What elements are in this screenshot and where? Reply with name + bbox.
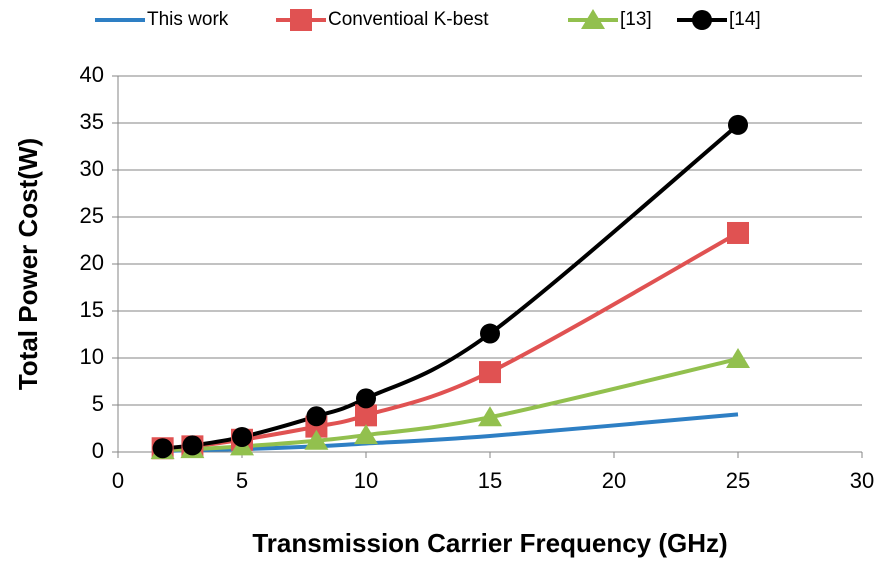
y-tick-label: 30 [80, 156, 104, 181]
series-line [162, 123, 740, 451]
series-line [162, 231, 739, 451]
marker [304, 429, 329, 450]
y-tick-label: 0 [92, 438, 104, 463]
marker [478, 406, 502, 427]
legend-item: Conventioal K-best [276, 9, 489, 31]
legend-label: [14] [729, 9, 761, 30]
x-tick-label: 25 [726, 468, 750, 493]
legend-marker [692, 10, 712, 30]
marker [726, 347, 750, 368]
y-tick-label: 25 [80, 203, 104, 228]
x-tick-label: 0 [112, 468, 124, 493]
marker [356, 388, 376, 409]
legend-label: This work [147, 9, 229, 30]
legend-marker [290, 9, 312, 31]
legend-item: This work [95, 9, 229, 30]
y-tick-label: 15 [80, 297, 104, 322]
x-tick-label: 30 [850, 468, 874, 493]
marker [182, 435, 203, 456]
legend-label: [13] [620, 9, 652, 30]
x-axis-title: Transmission Carrier Frequency (GHz) [252, 528, 727, 558]
legend-item: [14] [677, 9, 761, 30]
marker [232, 426, 252, 447]
y-tick-label: 5 [92, 391, 104, 416]
y-tick-label: 35 [80, 109, 104, 134]
x-tick-label: 15 [478, 468, 502, 493]
marker [355, 404, 377, 427]
x-tick-label: 20 [602, 468, 626, 493]
marker [152, 438, 173, 459]
marker [727, 221, 749, 244]
x-tick-label: 10 [354, 468, 378, 493]
y-tick-label: 40 [80, 62, 104, 87]
marker [306, 406, 327, 427]
x-tick-label: 5 [236, 468, 248, 493]
y-tick-label: 20 [80, 250, 104, 275]
legend-label: Conventioal K-best [328, 9, 489, 30]
legend-item: [13] [568, 9, 652, 30]
marker [354, 424, 378, 445]
marker [728, 114, 748, 135]
legend-marker [581, 9, 605, 29]
y-axis-title: Total Power Cost(W) [13, 138, 43, 390]
marker [480, 323, 500, 344]
marker [479, 361, 501, 384]
y-tick-label: 10 [80, 344, 104, 369]
